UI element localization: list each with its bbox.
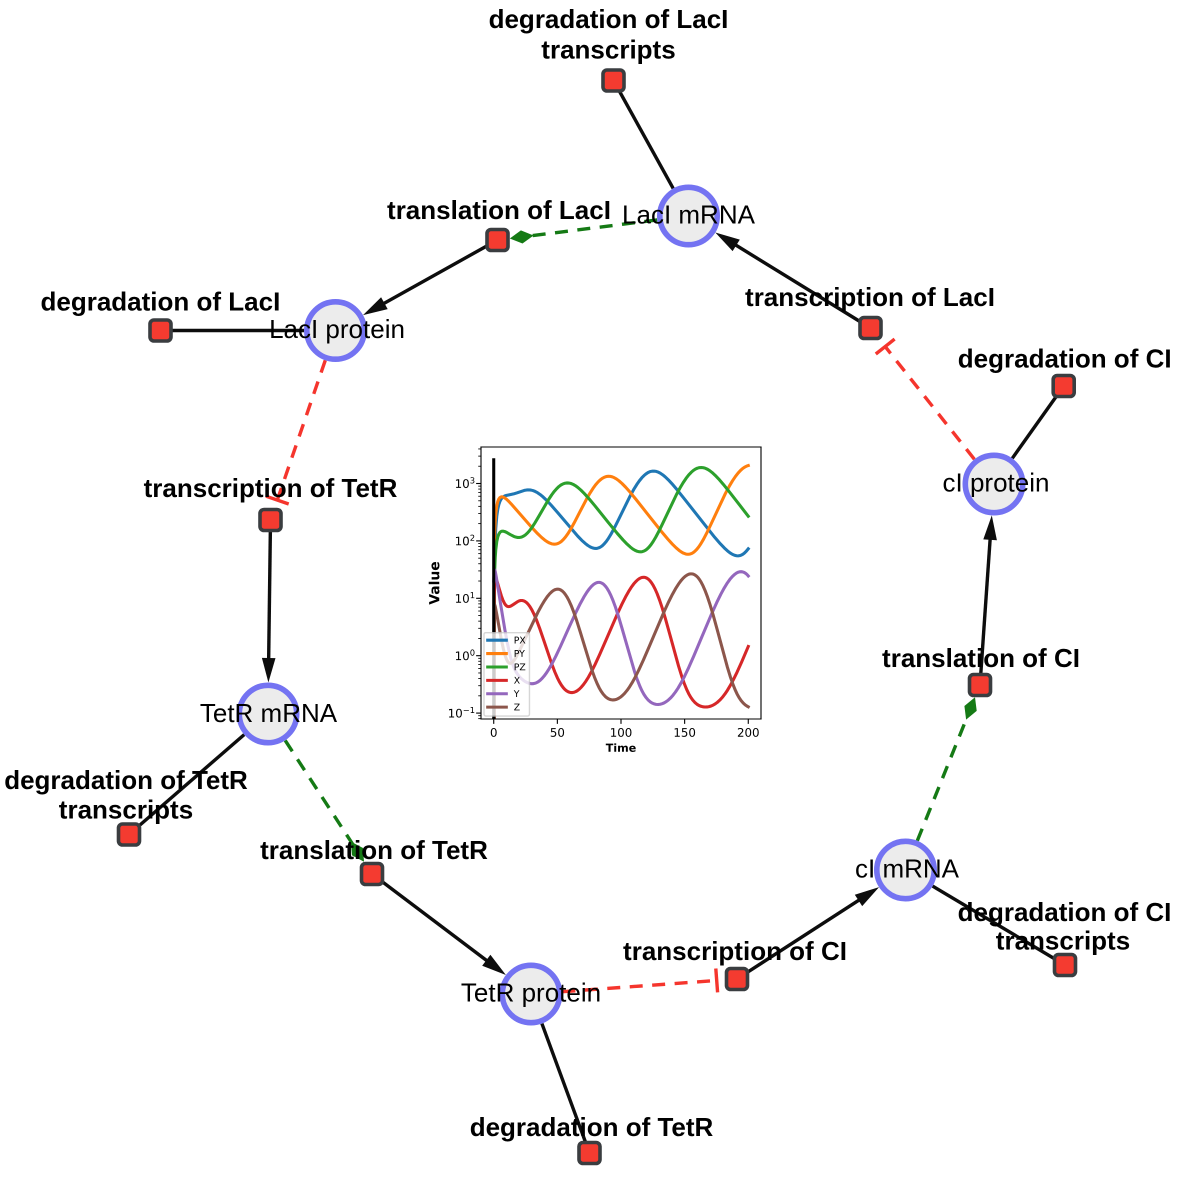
svg-text:translation of CI: translation of CI bbox=[882, 643, 1080, 673]
svg-text:translation of LacI: translation of LacI bbox=[387, 195, 611, 225]
svg-text:transcription of CI: transcription of CI bbox=[623, 936, 847, 966]
svg-text:degradation of LacI: degradation of LacI bbox=[489, 4, 729, 34]
svg-text:LacI mRNA: LacI mRNA bbox=[622, 200, 756, 230]
svg-text:transcription of LacI: transcription of LacI bbox=[745, 282, 995, 312]
svg-text:degradation of TetR: degradation of TetR bbox=[4, 765, 248, 795]
svg-text:LacI protein: LacI protein bbox=[269, 314, 405, 344]
svg-text:TetR mRNA: TetR mRNA bbox=[200, 698, 338, 728]
svg-text:transcripts: transcripts bbox=[59, 795, 193, 825]
svg-text:degradation of TetR: degradation of TetR bbox=[470, 1112, 714, 1142]
svg-text:TetR protein: TetR protein bbox=[461, 978, 601, 1008]
svg-text:transcripts: transcripts bbox=[541, 35, 675, 65]
svg-text:cI protein: cI protein bbox=[943, 468, 1050, 498]
svg-text:transcripts: transcripts bbox=[996, 926, 1130, 956]
svg-text:degradation of CI: degradation of CI bbox=[958, 897, 1172, 927]
svg-text:cI mRNA: cI mRNA bbox=[855, 854, 960, 884]
svg-text:degradation of CI: degradation of CI bbox=[958, 344, 1172, 374]
svg-text:transcription of TetR: transcription of TetR bbox=[144, 473, 398, 503]
svg-text:translation of TetR: translation of TetR bbox=[260, 835, 488, 865]
svg-text:degradation of LacI: degradation of LacI bbox=[40, 287, 280, 317]
